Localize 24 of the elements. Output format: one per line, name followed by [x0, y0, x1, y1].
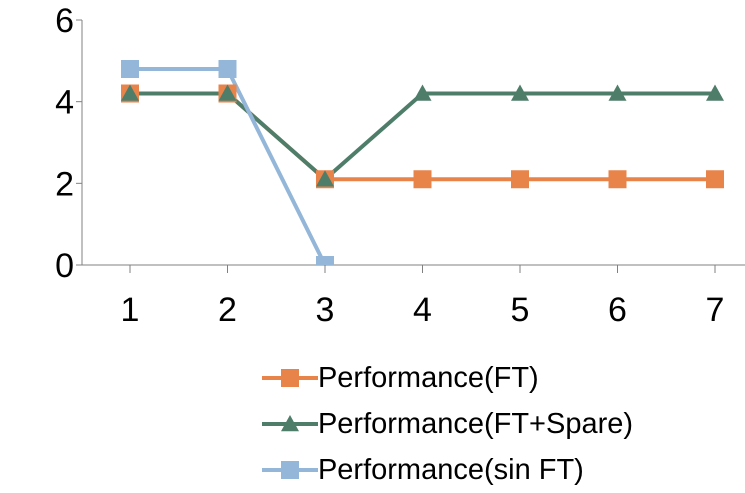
point — [121, 60, 139, 78]
point — [511, 170, 529, 188]
legend-label: Performance(sin FT) — [318, 453, 584, 488]
y-tick-label: 6 — [55, 2, 74, 40]
y-tick-label: 4 — [55, 84, 74, 122]
point — [414, 84, 432, 101]
x-tick-label: 1 — [120, 291, 140, 330]
x-tick-label: 5 — [510, 291, 530, 330]
x-tick-label: 2 — [218, 291, 237, 330]
x-tick-label: 7 — [706, 291, 724, 330]
point — [511, 84, 529, 101]
point — [414, 170, 432, 188]
point — [218, 60, 236, 78]
legend-label: Performance(FT+Spare) — [318, 407, 634, 442]
legend-label: Performance(FT) — [318, 361, 539, 396]
x-tick-label: 6 — [608, 291, 627, 330]
x-tick-label: 4 — [413, 291, 432, 330]
point — [706, 84, 724, 101]
point — [706, 170, 724, 188]
y-tick-label: 0 — [55, 247, 74, 286]
point — [608, 84, 626, 101]
y-tick-label: 2 — [55, 165, 74, 204]
point — [608, 170, 626, 188]
x-tick-label: 3 — [316, 291, 334, 330]
